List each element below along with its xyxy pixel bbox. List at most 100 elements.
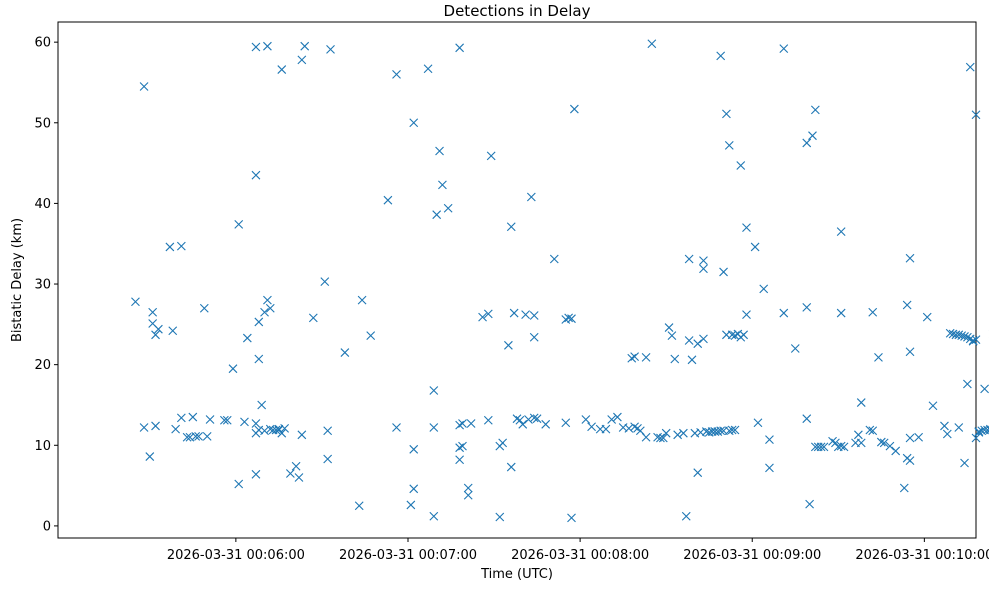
- data-point: [188, 412, 198, 422]
- data-point: [521, 310, 530, 320]
- data-point: [667, 331, 677, 341]
- data-point: [326, 45, 335, 54]
- y-axis-label: Bistatic Delay (km): [10, 218, 25, 342]
- data-point: [899, 483, 909, 493]
- data-point: [277, 65, 287, 74]
- data-point: [687, 355, 697, 365]
- data-point: [664, 323, 674, 332]
- data-point: [406, 500, 416, 510]
- data-point: [779, 308, 789, 318]
- data-point: [716, 51, 726, 61]
- data-point: [971, 433, 981, 443]
- y-tick-label: 0: [43, 519, 51, 534]
- data-point: [960, 458, 969, 468]
- data-point: [131, 297, 140, 307]
- data-point: [323, 426, 333, 436]
- data-point: [779, 44, 789, 53]
- data-point: [922, 312, 932, 322]
- data-point: [354, 501, 364, 511]
- data-point: [300, 41, 310, 51]
- data-point: [802, 303, 812, 312]
- data-point: [219, 415, 229, 425]
- data-point: [532, 414, 542, 424]
- data-point: [443, 203, 453, 213]
- data-point: [429, 423, 439, 432]
- x-tick-label: 2026-03-31 00:09:00: [683, 548, 821, 563]
- data-point: [504, 340, 513, 350]
- data-point: [945, 328, 955, 338]
- data-point: [297, 430, 307, 440]
- x-axis-label: Time (UTC): [480, 567, 553, 582]
- data-point: [392, 70, 401, 79]
- chart-title: Detections in Delay: [444, 2, 591, 20]
- x-tick-label: 2026-03-31 00:06:00: [167, 548, 305, 563]
- data-point: [836, 227, 846, 237]
- plot-area: [57, 21, 989, 539]
- data-point: [963, 379, 972, 389]
- data-point: [151, 330, 160, 340]
- y-tick-label: 30: [34, 278, 51, 293]
- y-tick-label: 50: [34, 116, 51, 131]
- marker-layer: [131, 39, 989, 523]
- data-point: [567, 314, 576, 324]
- x-tick-label: 2026-03-31 00:07:00: [339, 548, 477, 563]
- data-point: [205, 415, 215, 424]
- data-point: [630, 352, 640, 361]
- data-point: [724, 140, 734, 150]
- data-point: [810, 105, 820, 115]
- x-tick-label: 2026-03-31 00:08:00: [511, 548, 649, 563]
- data-point: [819, 442, 829, 452]
- data-point: [856, 398, 866, 407]
- data-point: [874, 353, 883, 362]
- data-point: [569, 104, 579, 114]
- data-point: [234, 479, 244, 489]
- data-point: [280, 423, 290, 433]
- data-point: [983, 425, 989, 435]
- data-point: [145, 452, 155, 461]
- data-point: [693, 468, 703, 478]
- data-point: [529, 332, 539, 342]
- data-point: [483, 309, 493, 319]
- data-point: [750, 242, 760, 252]
- data-point: [409, 444, 419, 454]
- data-point: [455, 420, 465, 430]
- y-tick-label: 20: [34, 358, 51, 373]
- data-point: [971, 110, 981, 120]
- data-point: [693, 339, 703, 349]
- data-point: [455, 43, 465, 53]
- data-point: [320, 277, 330, 287]
- data-point: [438, 180, 447, 190]
- data-point: [661, 428, 671, 438]
- data-point: [285, 469, 295, 478]
- data-point: [240, 417, 249, 427]
- data-point: [985, 425, 989, 435]
- data-point: [466, 419, 476, 428]
- data-point: [865, 425, 875, 435]
- data-point: [154, 324, 163, 334]
- data-point: [879, 438, 889, 448]
- data-point: [971, 335, 981, 345]
- data-point: [148, 307, 158, 317]
- data-point: [627, 353, 637, 363]
- data-point: [458, 419, 467, 428]
- data-point: [656, 433, 665, 443]
- data-point: [641, 353, 651, 362]
- data-point: [699, 256, 708, 266]
- data-point: [455, 443, 465, 453]
- data-point: [435, 146, 444, 156]
- data-point: [678, 428, 688, 438]
- data-point: [736, 161, 746, 170]
- data-point: [323, 454, 333, 464]
- data-point: [641, 432, 651, 442]
- data-point: [515, 415, 525, 425]
- data-point: [297, 55, 307, 65]
- data-point: [658, 433, 668, 443]
- data-point: [191, 432, 201, 441]
- data-point: [263, 41, 272, 51]
- data-point: [963, 332, 972, 342]
- data-point: [836, 308, 846, 318]
- data-point: [868, 426, 878, 436]
- data-point: [759, 284, 769, 294]
- data-point: [673, 430, 683, 440]
- data-point: [940, 421, 949, 431]
